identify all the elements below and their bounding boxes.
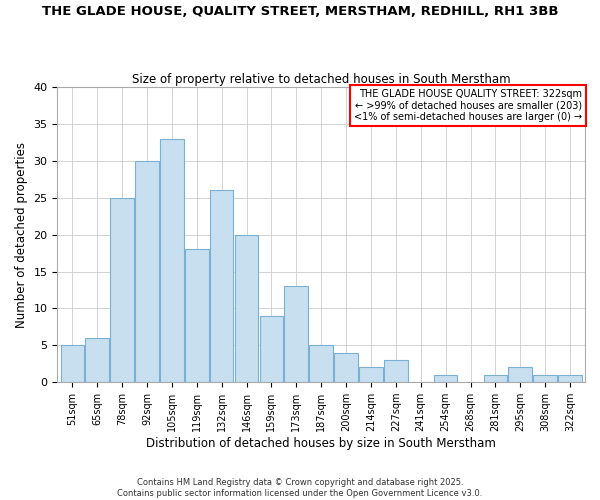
Y-axis label: Number of detached properties: Number of detached properties: [15, 142, 28, 328]
Bar: [110, 198, 134, 382]
Bar: [384, 360, 407, 382]
Bar: [85, 338, 109, 382]
Bar: [434, 375, 457, 382]
Title: Size of property relative to detached houses in South Merstham: Size of property relative to detached ho…: [132, 73, 511, 86]
Bar: [284, 286, 308, 382]
Text: THE GLADE HOUSE QUALITY STREET: 322sqm
← >99% of detached houses are smaller (20: THE GLADE HOUSE QUALITY STREET: 322sqm ←…: [354, 88, 583, 122]
Bar: [558, 375, 582, 382]
Bar: [533, 375, 557, 382]
Bar: [508, 368, 532, 382]
Bar: [235, 234, 259, 382]
Bar: [359, 368, 383, 382]
Bar: [185, 250, 209, 382]
Bar: [160, 139, 184, 382]
Bar: [484, 375, 507, 382]
Bar: [135, 161, 159, 382]
Bar: [260, 316, 283, 382]
Bar: [310, 346, 333, 382]
Bar: [334, 352, 358, 382]
X-axis label: Distribution of detached houses by size in South Merstham: Distribution of detached houses by size …: [146, 437, 496, 450]
Bar: [210, 190, 233, 382]
Text: THE GLADE HOUSE, QUALITY STREET, MERSTHAM, REDHILL, RH1 3BB: THE GLADE HOUSE, QUALITY STREET, MERSTHA…: [42, 5, 558, 18]
Bar: [61, 346, 84, 382]
Text: Contains HM Land Registry data © Crown copyright and database right 2025.
Contai: Contains HM Land Registry data © Crown c…: [118, 478, 482, 498]
